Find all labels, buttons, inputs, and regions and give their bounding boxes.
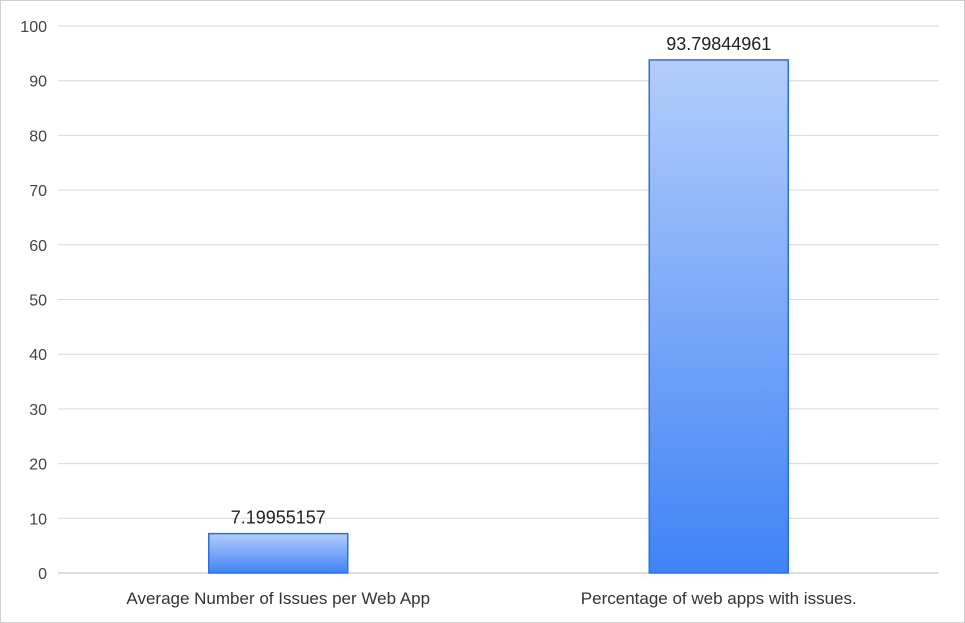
y-tick-label: 100 [20, 19, 47, 36]
y-tick-label: 80 [29, 128, 47, 145]
y-tick-label: 40 [29, 347, 47, 364]
x-category-label: Percentage of web apps with issues. [581, 589, 857, 608]
x-axis-categories: Average Number of Issues per Web App Perc… [126, 589, 856, 608]
y-tick-label: 0 [38, 566, 47, 583]
gridlines [58, 25, 939, 574]
bars [208, 59, 789, 574]
bar [208, 532, 349, 574]
y-tick-label: 90 [29, 74, 47, 91]
bar [648, 59, 789, 574]
bar-value-label: 7.19955157 [231, 508, 326, 528]
y-tick-label: 50 [29, 293, 47, 310]
y-axis-ticks: 0 10 20 30 40 50 60 70 80 90 100 [20, 19, 47, 583]
y-tick-label: 20 [29, 457, 47, 474]
y-tick-label: 10 [29, 511, 47, 528]
x-category-label: Average Number of Issues per Web App [126, 589, 430, 608]
y-tick-label: 30 [29, 402, 47, 419]
bar-value-label: 93.79844961 [666, 34, 771, 54]
y-tick-label: 70 [29, 183, 47, 200]
data-labels: 7.19955157 93.79844961 [231, 34, 772, 528]
y-tick-label: 60 [29, 238, 47, 255]
